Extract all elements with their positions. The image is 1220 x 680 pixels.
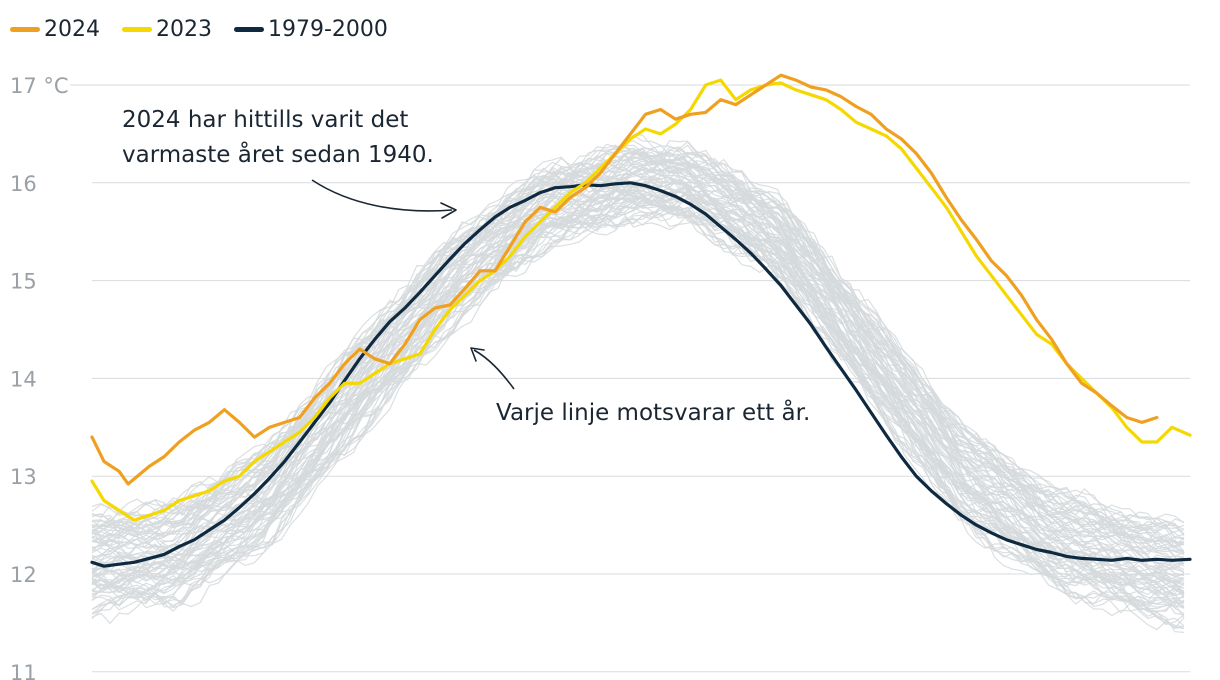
legend-swatch-2024 bbox=[10, 26, 40, 32]
year-line bbox=[91, 152, 1185, 553]
y-tick-label-11: 11 bbox=[10, 661, 37, 680]
year-line bbox=[91, 182, 1185, 595]
year-line bbox=[91, 192, 1185, 608]
legend-label-2023: 2023 bbox=[156, 16, 212, 42]
year-line bbox=[91, 213, 1185, 633]
y-tick-label-15: 15 bbox=[10, 270, 37, 294]
y-tick-label-12: 12 bbox=[10, 563, 37, 587]
year-line bbox=[91, 178, 1185, 589]
series-line-2023 bbox=[90, 78, 1192, 522]
legend-label-baseline: 1979-2000 bbox=[268, 16, 388, 42]
legend-swatch-baseline bbox=[234, 26, 264, 32]
series-line-1979-2000 bbox=[90, 181, 1192, 568]
year-line bbox=[91, 211, 1185, 627]
annotation-years-line-1: Varje linje motsvarar ett år. bbox=[496, 398, 810, 426]
year-line bbox=[91, 188, 1185, 597]
year-line bbox=[91, 206, 1185, 628]
legend-item-2024: 2024 bbox=[10, 17, 100, 42]
year-line bbox=[91, 165, 1185, 570]
y-tick-label-13: 13 bbox=[10, 465, 37, 489]
background-year-lines bbox=[91, 134, 1185, 633]
y-tick-label-16: 16 bbox=[10, 172, 37, 196]
legend-item-2023: 2023 bbox=[122, 17, 212, 42]
legend-label-2024: 2024 bbox=[44, 16, 100, 42]
y-tick-label-17: 17 °C bbox=[10, 74, 69, 98]
series-line-2024 bbox=[90, 73, 1159, 486]
year-line bbox=[91, 146, 1185, 548]
y-tick-label-14: 14 bbox=[10, 367, 37, 391]
annotation-2024-arrowhead bbox=[440, 202, 457, 219]
legend-swatch-2023 bbox=[122, 26, 152, 32]
annotation-years-arrow bbox=[473, 349, 515, 390]
year-line bbox=[91, 140, 1185, 533]
annotation-2024-line-1: 2024 har hittills varit det bbox=[122, 107, 408, 133]
annotation-2024-line-2: varmaste året sedan 1940. bbox=[122, 140, 434, 168]
year-line bbox=[91, 170, 1184, 569]
legend: 2024 2023 1979-2000 bbox=[10, 14, 410, 44]
year-line bbox=[91, 152, 1185, 554]
year-line bbox=[91, 207, 1185, 630]
annotation-2024-arrow bbox=[311, 179, 453, 212]
year-line bbox=[91, 204, 1185, 619]
year-line bbox=[91, 141, 1185, 535]
year-line bbox=[91, 181, 1185, 589]
annotation-years-arrowhead bbox=[470, 347, 485, 362]
year-line bbox=[91, 191, 1185, 609]
legend-item-baseline: 1979-2000 bbox=[234, 17, 388, 42]
